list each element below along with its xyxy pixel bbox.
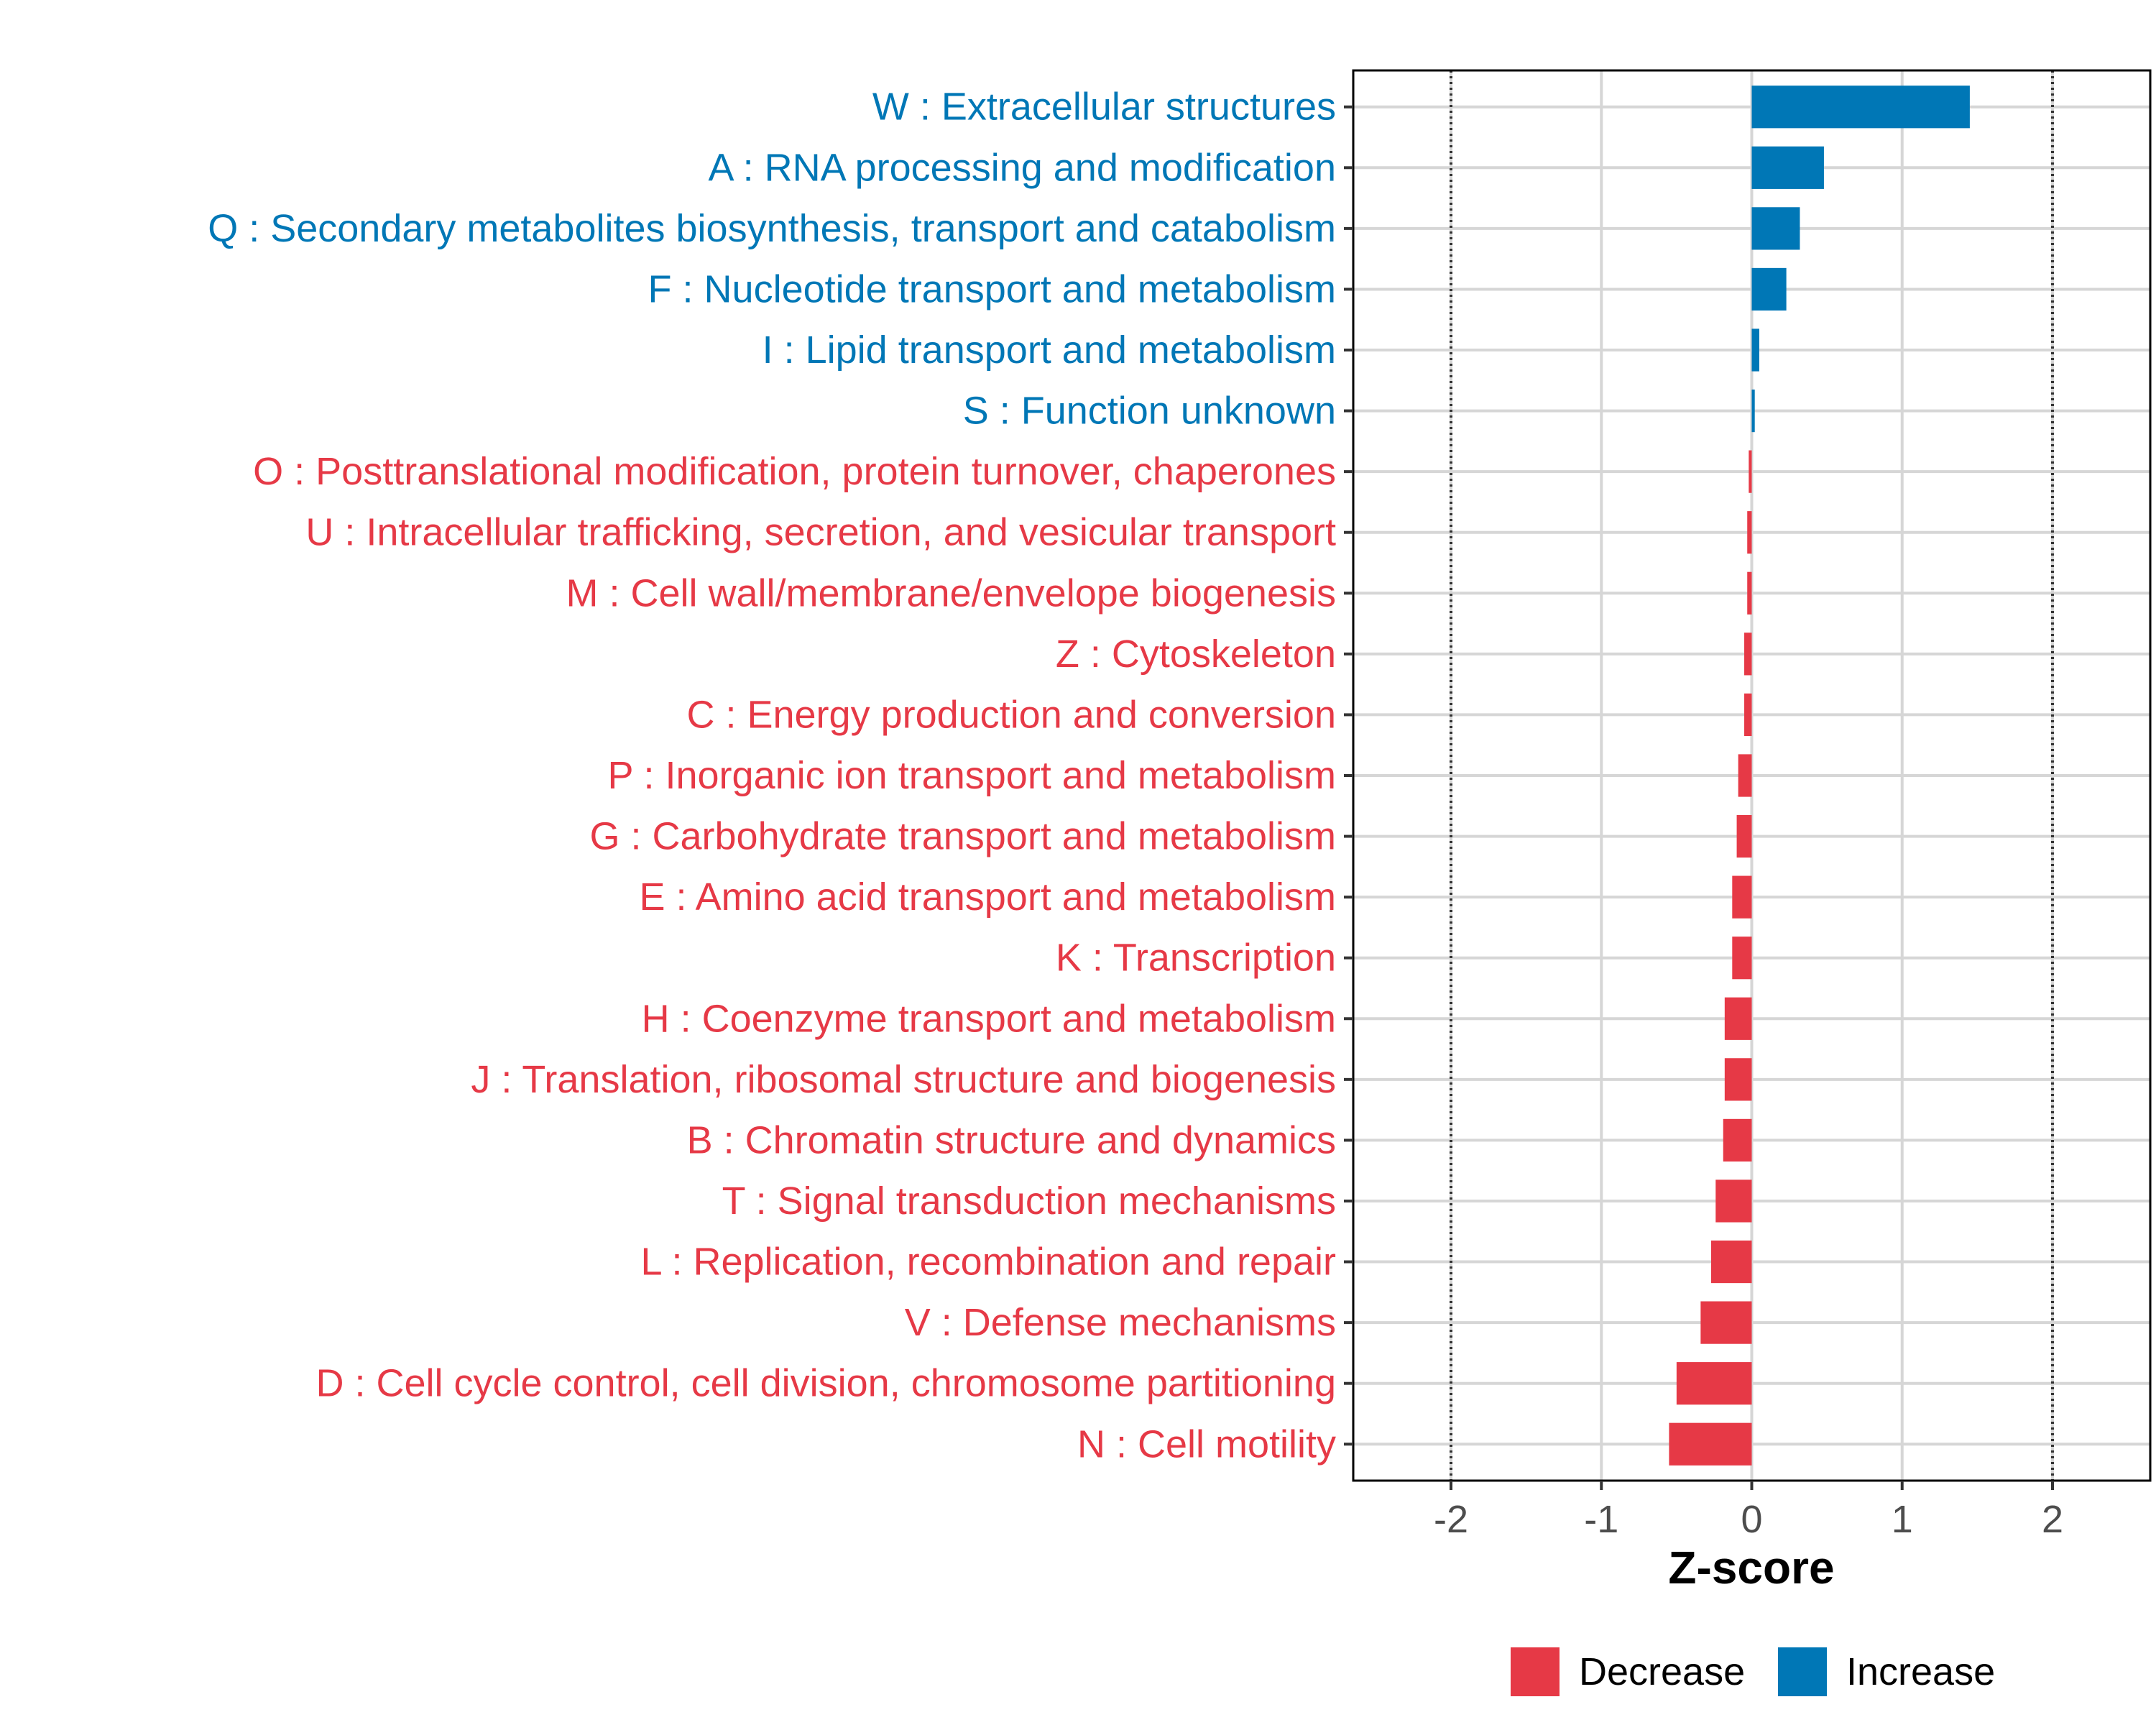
category-label: K : Transcription — [1056, 937, 1336, 980]
bar — [1738, 754, 1752, 797]
category-label: I : Lipid transport and metabolism — [763, 328, 1336, 372]
bar — [1711, 1240, 1752, 1284]
category-label: Z : Cytoskeleton — [1056, 632, 1336, 676]
category-label: O : Posttranslational modification, prot… — [253, 450, 1336, 493]
bar — [1751, 328, 1759, 372]
bar — [1676, 1362, 1752, 1405]
legend-swatch-increase — [1778, 1647, 1827, 1696]
category-label: F : Nucleotide transport and metabolism — [648, 267, 1336, 310]
category-label: P : Inorganic ion transport and metaboli… — [607, 754, 1336, 797]
x-axis-title: Z-score — [1668, 1542, 1834, 1593]
x-tick-label: 0 — [1741, 1498, 1762, 1541]
category-label: L : Replication, recombination and repai… — [640, 1241, 1336, 1284]
category-label: E : Amino acid transport and metabolism — [640, 875, 1336, 919]
legend-label-increase: Increase — [1846, 1650, 1995, 1693]
category-label: T : Signal transduction mechanisms — [722, 1179, 1336, 1223]
bar — [1723, 1118, 1752, 1162]
bar — [1751, 389, 1755, 433]
legend: Decrease Increase — [1511, 1647, 1995, 1696]
bar — [1724, 1058, 1752, 1101]
category-label: H : Coenzyme transport and metabolism — [642, 997, 1336, 1040]
category-label: A : RNA processing and modification — [709, 146, 1336, 189]
category-label: V : Defense mechanisms — [905, 1301, 1336, 1344]
category-label: W : Extracellular structures — [872, 86, 1336, 129]
category-label: G : Carbohydrate transport and metabolis… — [590, 815, 1337, 858]
category-label: Q : Secondary metabolites biosynthesis, … — [208, 207, 1336, 250]
bar — [1747, 571, 1752, 615]
category-label: J : Translation, ribosomal structure and… — [471, 1058, 1336, 1101]
bar — [1751, 267, 1787, 311]
bar — [1736, 814, 1752, 858]
bar — [1749, 450, 1752, 493]
bar — [1732, 937, 1752, 980]
category-label: D : Cell cycle control, cell division, c… — [315, 1362, 1336, 1405]
bar — [1724, 997, 1752, 1040]
bar — [1751, 146, 1824, 189]
x-tick-label: 2 — [2042, 1498, 2063, 1541]
category-label: U : Intracellular trafficking, secretion… — [305, 511, 1336, 554]
bar — [1751, 207, 1800, 250]
bar-layer — [1669, 86, 1970, 1466]
category-label: S : Function unknown — [963, 390, 1336, 433]
bar — [1744, 632, 1752, 676]
bar — [1715, 1179, 1752, 1223]
bar — [1744, 693, 1752, 737]
category-label: B : Chromatin structure and dynamics — [687, 1118, 1336, 1162]
bar — [1751, 86, 1970, 129]
bar — [1747, 511, 1752, 554]
category-label-layer: W : Extracellular structures A : RNA proc… — [208, 86, 1336, 1466]
category-label: N : Cell motility — [1077, 1422, 1336, 1466]
bar — [1669, 1422, 1752, 1466]
legend-swatch-decrease — [1511, 1647, 1560, 1696]
category-label: C : Energy production and conversion — [686, 693, 1336, 736]
x-tick-label: -2 — [1434, 1498, 1468, 1541]
category-label: M : Cell wall/membrane/envelope biogenes… — [566, 571, 1336, 615]
x-tick-label: -1 — [1584, 1498, 1618, 1541]
bar — [1700, 1301, 1752, 1344]
bar — [1732, 875, 1752, 919]
x-axis-tick-layer: -2 -1 0 1 2 — [1434, 1481, 2063, 1541]
x-tick-label: 1 — [1892, 1498, 1913, 1541]
legend-label-decrease: Decrease — [1579, 1650, 1745, 1693]
